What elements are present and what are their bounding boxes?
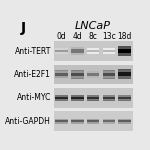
- Bar: [71, 119, 84, 120]
- Bar: [118, 72, 131, 76]
- Bar: [55, 71, 68, 73]
- Bar: [71, 53, 84, 55]
- Bar: [87, 97, 99, 99]
- Bar: [55, 50, 68, 52]
- Bar: [87, 122, 99, 124]
- Bar: [55, 73, 68, 76]
- Bar: [71, 49, 84, 53]
- Bar: [118, 95, 131, 101]
- Bar: [71, 95, 84, 101]
- Bar: [55, 119, 68, 120]
- Bar: [55, 48, 68, 50]
- Bar: [118, 46, 131, 49]
- Bar: [87, 71, 99, 78]
- Bar: [103, 97, 115, 99]
- Bar: [103, 71, 115, 73]
- Bar: [118, 118, 131, 124]
- Bar: [103, 48, 115, 50]
- Text: 0d: 0d: [57, 32, 66, 40]
- Bar: [118, 70, 131, 72]
- Bar: [54, 88, 133, 108]
- Bar: [54, 111, 133, 131]
- Bar: [71, 76, 84, 78]
- Bar: [87, 120, 99, 122]
- Text: 13c: 13c: [102, 32, 116, 40]
- Bar: [87, 119, 99, 120]
- Bar: [87, 76, 99, 78]
- Bar: [103, 99, 115, 100]
- Bar: [55, 99, 68, 100]
- Bar: [87, 95, 99, 101]
- Bar: [118, 97, 131, 99]
- Bar: [71, 97, 84, 99]
- Bar: [55, 122, 68, 124]
- Bar: [103, 119, 115, 120]
- Bar: [87, 99, 99, 100]
- Bar: [103, 52, 115, 54]
- Bar: [103, 73, 115, 76]
- Bar: [103, 95, 115, 97]
- Bar: [103, 95, 115, 101]
- Bar: [71, 95, 84, 97]
- Bar: [55, 118, 68, 124]
- Text: 4d: 4d: [72, 32, 82, 40]
- Text: Anti-TERT: Anti-TERT: [15, 46, 51, 56]
- Bar: [55, 70, 68, 78]
- Bar: [87, 52, 99, 54]
- Bar: [103, 120, 115, 122]
- Bar: [55, 120, 68, 122]
- Bar: [54, 64, 133, 84]
- Bar: [55, 95, 68, 97]
- Text: Anti-E2F1: Anti-E2F1: [14, 70, 51, 79]
- Bar: [71, 47, 84, 55]
- Bar: [118, 76, 131, 79]
- Text: 18d: 18d: [118, 32, 132, 40]
- Bar: [103, 122, 115, 124]
- Bar: [118, 46, 131, 56]
- Bar: [103, 119, 115, 124]
- Bar: [118, 120, 131, 122]
- Text: J: J: [21, 21, 26, 35]
- Bar: [118, 122, 131, 124]
- Bar: [118, 99, 131, 100]
- Bar: [71, 120, 84, 122]
- Bar: [118, 49, 131, 53]
- Bar: [87, 95, 99, 97]
- Bar: [71, 47, 84, 49]
- Bar: [103, 50, 115, 52]
- Bar: [87, 50, 99, 52]
- Bar: [55, 95, 68, 101]
- Bar: [103, 48, 115, 54]
- Text: 8c: 8c: [89, 32, 98, 40]
- Bar: [87, 48, 99, 54]
- Bar: [71, 122, 84, 124]
- Bar: [118, 69, 131, 79]
- Bar: [118, 95, 131, 97]
- Bar: [54, 41, 133, 61]
- Text: LNCaP: LNCaP: [75, 21, 111, 32]
- Bar: [87, 48, 99, 50]
- Bar: [87, 73, 99, 76]
- Bar: [103, 76, 115, 78]
- Bar: [71, 73, 84, 76]
- Bar: [118, 119, 131, 120]
- Bar: [55, 48, 68, 54]
- Bar: [103, 70, 115, 79]
- Bar: [71, 118, 84, 124]
- Bar: [87, 118, 99, 124]
- Bar: [87, 71, 99, 73]
- Bar: [55, 97, 68, 99]
- Text: Anti-GAPDH: Anti-GAPDH: [5, 117, 51, 126]
- Bar: [118, 53, 131, 56]
- Text: Anti-MYC: Anti-MYC: [17, 93, 51, 102]
- Bar: [55, 52, 68, 54]
- Bar: [71, 99, 84, 100]
- Bar: [71, 71, 84, 73]
- Bar: [55, 76, 68, 78]
- Bar: [71, 70, 84, 79]
